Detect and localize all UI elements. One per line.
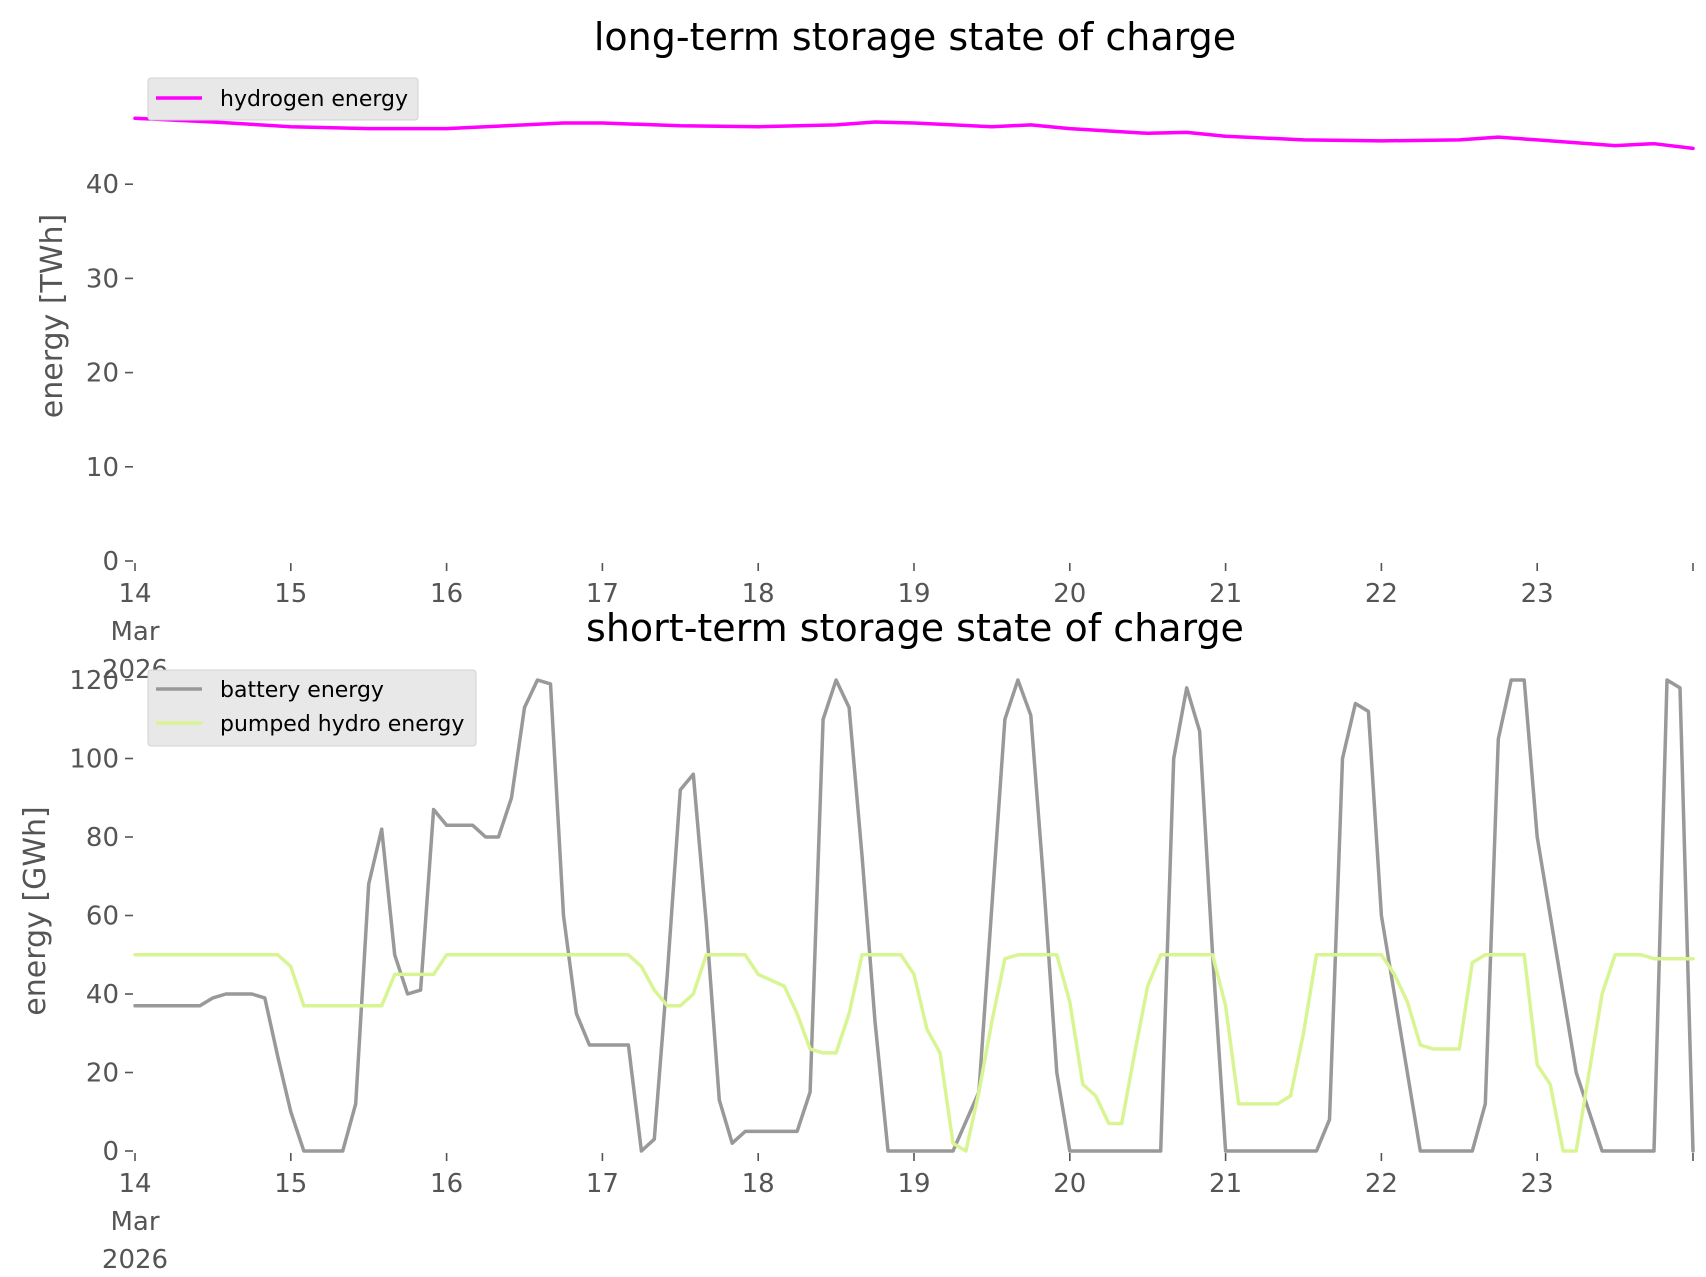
long-term-x-tick-label: 18 bbox=[742, 579, 775, 609]
legend-label-pumped-hydro: pumped hydro energy bbox=[220, 712, 464, 737]
long-term-legend: hydrogen energy bbox=[147, 77, 419, 121]
short-term-legend: battery energy pumped hydro energy bbox=[147, 669, 477, 747]
long-term-y-tick-label: 40 bbox=[86, 170, 119, 200]
short-term-storage-panel: short-term storage state of charge energ… bbox=[18, 606, 1695, 1275]
long-term-y-axis-label: energy [TWh] bbox=[35, 214, 70, 418]
short-term-x-tick-label: 15 bbox=[274, 1169, 307, 1199]
long-term-x-tick-label: 17 bbox=[586, 579, 619, 609]
legend-label-battery: battery energy bbox=[220, 678, 384, 703]
long-term-x-tick-label: 20 bbox=[1053, 579, 1086, 609]
long-term-storage-panel: long-term storage state of charge energy… bbox=[35, 15, 1695, 685]
short-term-y-tick-label: 20 bbox=[86, 1059, 119, 1089]
short-term-x-tick-label: 19 bbox=[897, 1169, 930, 1199]
long-term-y-tick-label: 10 bbox=[86, 453, 119, 483]
short-term-x-tick-label: 18 bbox=[742, 1169, 775, 1199]
short-term-x-tick-label: 20 bbox=[1053, 1169, 1086, 1199]
short-term-x-tick-label: 17 bbox=[586, 1169, 619, 1199]
long-term-y-tick-label: 30 bbox=[86, 264, 119, 294]
legend-label-hydrogen: hydrogen energy bbox=[220, 87, 408, 112]
long-term-y-ticks: 0 10 20 30 40 bbox=[86, 170, 133, 577]
long-term-x-tick-label: 23 bbox=[1521, 579, 1554, 609]
short-term-y-tick-label: 120 bbox=[69, 666, 119, 696]
short-term-y-tick-label: 80 bbox=[86, 823, 119, 853]
long-term-x-tick-label: 15 bbox=[274, 579, 307, 609]
short-term-y-axis-label: energy [GWh] bbox=[18, 806, 53, 1015]
long-term-y-tick-label: 0 bbox=[102, 547, 119, 577]
short-term-y-ticks: 0 20 40 60 80 100 120 bbox=[69, 666, 133, 1167]
long-term-legend-box bbox=[147, 77, 419, 121]
short-term-series-line-pumped-hydro-energy bbox=[133, 953, 1695, 1153]
long-term-series-line-hydrogen-energy bbox=[133, 116, 1695, 151]
short-term-legend-box bbox=[147, 669, 477, 747]
long-term-chart-title: long-term storage state of charge bbox=[594, 15, 1236, 59]
short-term-y-tick-label: 40 bbox=[86, 980, 119, 1010]
short-term-x-tick-label: 23 bbox=[1521, 1169, 1554, 1199]
long-term-y-tick-label: 20 bbox=[86, 359, 119, 389]
long-term-x-tick-label: 16 bbox=[430, 579, 463, 609]
short-term-chart-title: short-term storage state of charge bbox=[586, 606, 1244, 650]
long-term-series bbox=[133, 116, 1695, 151]
short-term-y-tick-label: 100 bbox=[69, 745, 119, 775]
short-term-x-tick-label: 16 bbox=[430, 1169, 463, 1199]
short-term-series-line-battery-energy bbox=[133, 678, 1695, 1153]
short-term-series bbox=[133, 678, 1695, 1153]
short-term-x-tick-label: 22 bbox=[1365, 1169, 1398, 1199]
long-term-x-tick-label: 22 bbox=[1365, 579, 1398, 609]
short-term-x-tick-label: 21 bbox=[1209, 1169, 1242, 1199]
short-term-y-tick-label: 0 bbox=[102, 1137, 119, 1167]
short-term-x-ticks: 14 Mar 2026 15 16 17 18 19 20 21 22 23 bbox=[102, 1153, 1694, 1275]
long-term-x-tick-label: 19 bbox=[897, 579, 930, 609]
short-term-x-tick-label: 14 Mar 2026 bbox=[102, 1169, 168, 1275]
long-term-x-tick-label: 21 bbox=[1209, 579, 1242, 609]
short-term-y-tick-label: 60 bbox=[86, 902, 119, 932]
